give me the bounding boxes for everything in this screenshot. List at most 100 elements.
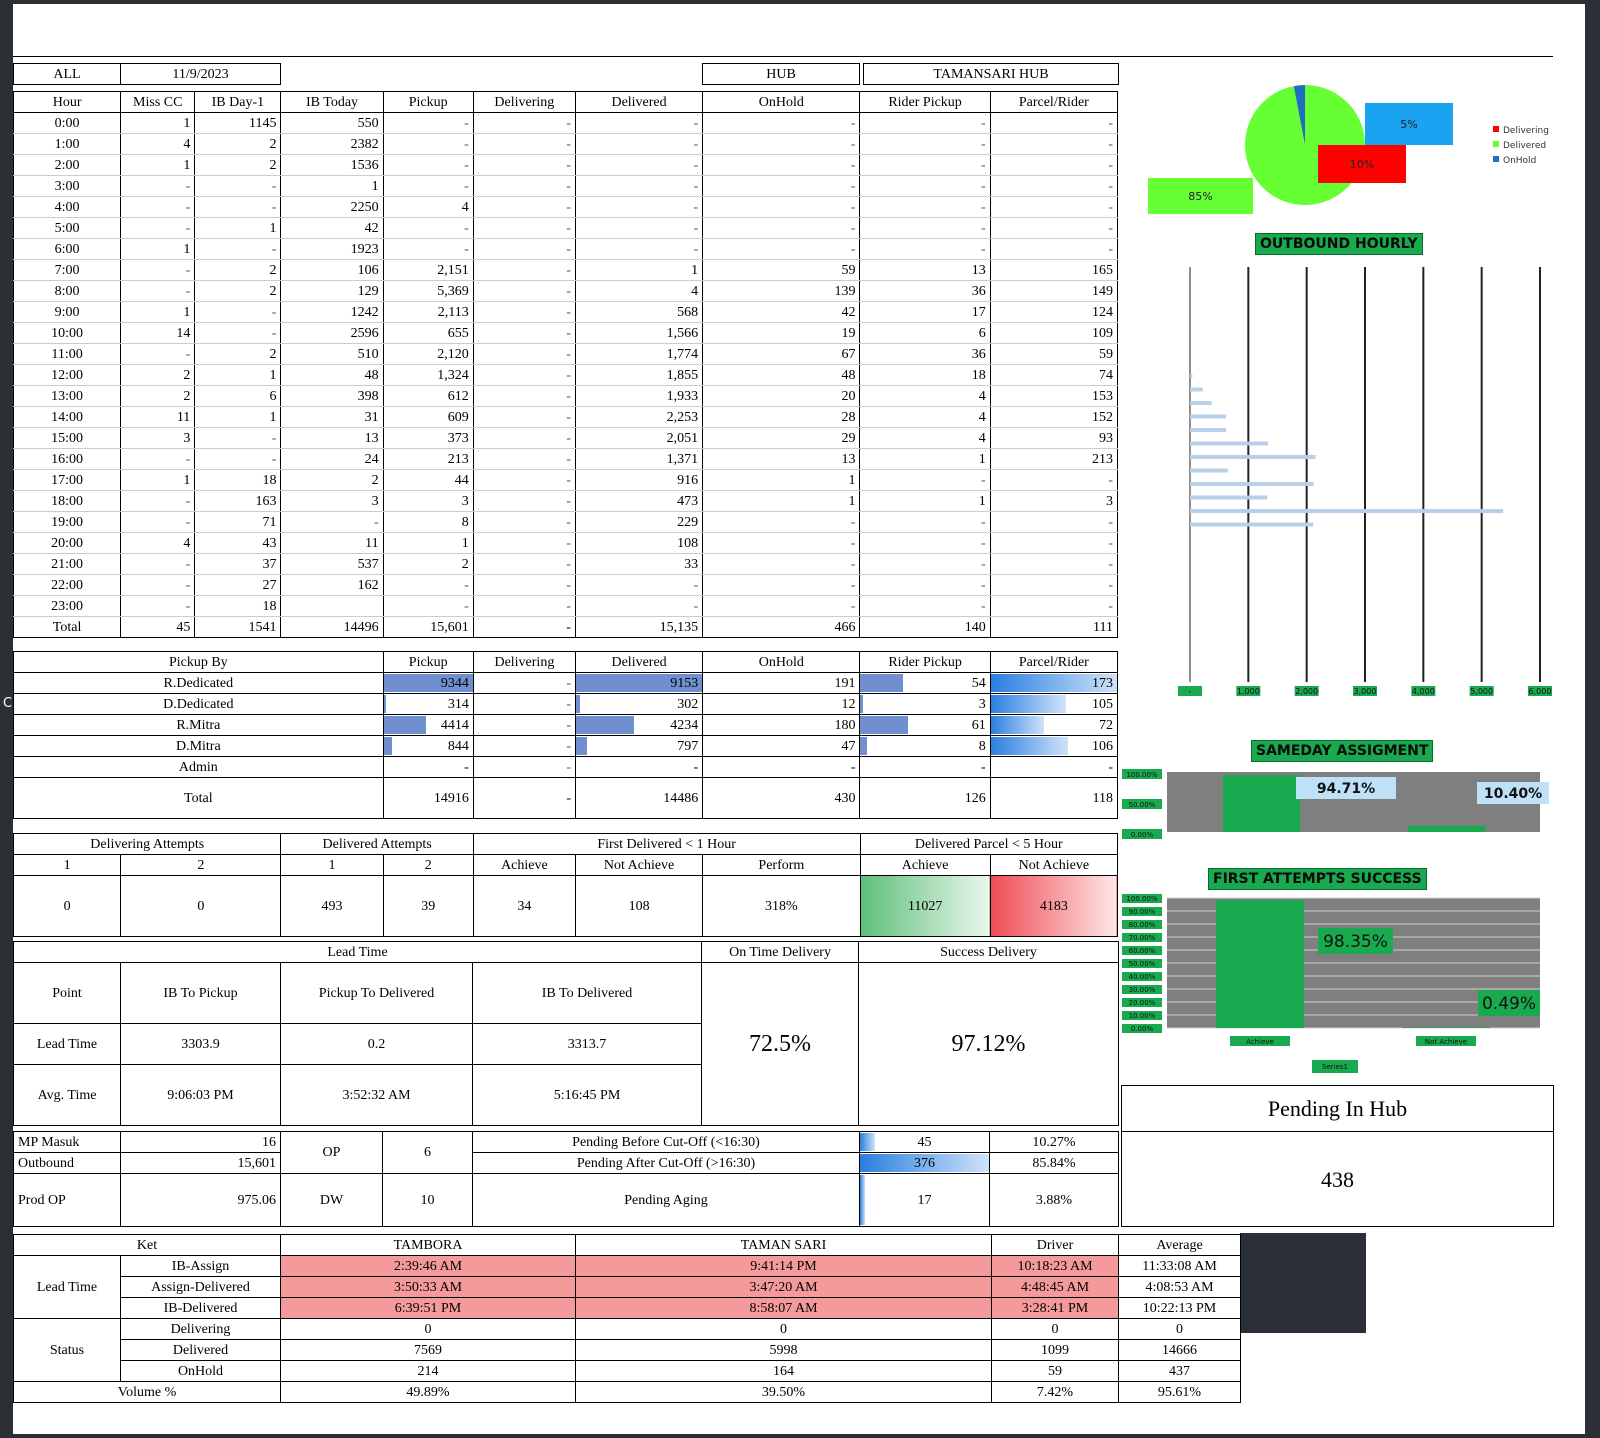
- data-bar: [384, 716, 426, 734]
- time-cell: 10:18:23 AM: [991, 1255, 1119, 1277]
- value-cell: [280, 595, 384, 617]
- y-tick-label: 30.00%: [1129, 986, 1156, 994]
- value-cell: -: [859, 532, 991, 554]
- pending-after-pct: 85.84%: [989, 1152, 1119, 1174]
- status-cell: 1099: [991, 1339, 1119, 1361]
- x-tick-label: Achieve: [1246, 1038, 1274, 1046]
- attempts-value: 0: [12, 875, 122, 937]
- value-cell: -: [120, 595, 196, 617]
- attempts-sub: 2: [382, 854, 474, 876]
- delivered-5h-header: Delivered Parcel < 5 Hour: [859, 833, 1118, 855]
- value-cell: -: [472, 322, 576, 344]
- time-cell: 3:47:20 AM: [575, 1276, 992, 1298]
- column-header: Parcel/Rider: [989, 91, 1119, 113]
- legend-label: Series1: [1322, 1063, 1348, 1071]
- total-cell: 15,135: [574, 616, 704, 638]
- legend-swatch: [1493, 126, 1499, 132]
- pickup-by-table: Pickup By Pickup Delivering Delivered OnHold…: [13, 651, 1119, 819]
- total-cell: 140: [859, 616, 991, 638]
- value-cell: -: [989, 112, 1119, 134]
- value-cell: -: [472, 301, 576, 323]
- value-cell: -: [472, 364, 576, 386]
- value-cell: 44: [382, 469, 474, 491]
- y-tick-label: 0.00%: [1131, 831, 1154, 839]
- value-cell: -: [859, 238, 991, 260]
- tick-bg: [1122, 998, 1162, 1007]
- value-cell: 1: [120, 154, 196, 176]
- outbound-bar: [1190, 387, 1203, 392]
- time-cell: 3:28:41 PM: [991, 1297, 1119, 1319]
- value-cell: -: [194, 301, 282, 323]
- header-divider: [13, 56, 1553, 57]
- table-row: 2:00 1 2 1536- - - - - -: [12, 154, 1119, 176]
- dw-label: DW: [280, 1173, 383, 1227]
- column-header: Pickup: [382, 651, 474, 673]
- value-cell: -: [120, 574, 196, 596]
- value-cell: 1,566: [574, 322, 704, 344]
- time-cell: 3:50:33 AM: [280, 1276, 576, 1298]
- status-cell: 5998: [575, 1339, 992, 1361]
- value-cell: 229: [574, 511, 704, 533]
- table-row: 16:00- -24 213-1,371 13 1 213: [12, 448, 1119, 470]
- pie-data-label: 5%: [1400, 118, 1417, 131]
- value-cell: 4: [120, 532, 196, 554]
- table-row: 13:00 2 6 398 612-1,933 20 4 153: [12, 385, 1119, 407]
- value-cell: 4: [859, 385, 991, 407]
- hour-cell: 9:00: [12, 301, 122, 323]
- value-cell: 20: [702, 385, 861, 407]
- x-tick-label: 2,000: [1295, 687, 1318, 696]
- date-filter[interactable]: 11/9/2023: [120, 63, 281, 85]
- value-cell: -: [472, 259, 576, 281]
- value-cell: -: [472, 343, 576, 365]
- filter-all[interactable]: ALL: [13, 63, 121, 85]
- bar-cell: 9153: [574, 672, 704, 694]
- achieve-5h-value: 11027: [859, 875, 991, 937]
- outbound-bar: [1190, 441, 1269, 446]
- prod-op-label: Prod OP: [13, 1173, 121, 1227]
- column-header: Delivering: [472, 91, 576, 113]
- row-label: IB-Delivered: [120, 1297, 281, 1319]
- status-row: Status Delivering 0 0 0 0: [13, 1318, 1241, 1382]
- first-attempt-bar: [1402, 1027, 1490, 1028]
- table-row: 15:00 3-13 373-2,051 29 4 93: [12, 427, 1119, 449]
- first-attempt-bar: [1216, 900, 1304, 1028]
- value-cell: -: [859, 133, 991, 155]
- pie-slice: [1293, 85, 1305, 145]
- value-cell: 1: [859, 448, 991, 470]
- total-cell: -: [472, 777, 576, 819]
- value-cell: 2382: [280, 133, 384, 155]
- time-cell: 2:39:46 AM: [280, 1255, 576, 1277]
- total-cell: 466: [702, 616, 861, 638]
- outbound-bar: [1190, 509, 1504, 513]
- hub-name[interactable]: TAMANSARI HUB: [863, 63, 1119, 85]
- value-cell: 42: [702, 301, 861, 323]
- value-cell: 19: [702, 322, 861, 344]
- pending-before-cell: 45: [859, 1131, 990, 1153]
- hour-cell: 6:00: [12, 238, 122, 260]
- hourly-table: Hour Miss CC IB Day-1 IB Today Pickup Deliver…: [12, 91, 1119, 638]
- table-row: 20:00 4 43 11 1-108- - -: [12, 532, 1119, 554]
- value-cell: 11: [280, 532, 384, 554]
- delivered-attempts-header: Delivered Attempts: [280, 833, 474, 855]
- not-achieve-5h-value: 4183: [989, 875, 1119, 937]
- y-tick-label: 90.00%: [1129, 908, 1156, 916]
- volume-cell: 49.89%: [280, 1381, 576, 1403]
- volume-cell: 39.50%: [575, 1381, 992, 1403]
- lead-time-label: Lead Time: [13, 1023, 121, 1065]
- lead-value: 3303.9: [120, 1023, 281, 1065]
- bar-value: 844: [447, 738, 469, 754]
- column-header: Pickup: [382, 91, 474, 113]
- status-cell: 0: [991, 1318, 1119, 1340]
- value-cell: -: [859, 175, 991, 197]
- value-cell: 1: [120, 469, 196, 491]
- bar-cell: 9344: [382, 672, 474, 694]
- y-tick-label: 10.00%: [1129, 1012, 1156, 1020]
- tick-bg: [1416, 1036, 1476, 1046]
- hour-cell: 18:00: [12, 490, 122, 512]
- value-cell: 153: [989, 385, 1119, 407]
- value-cell: -: [702, 511, 861, 533]
- onhold-cell: 180: [702, 714, 861, 736]
- value-cell: -: [702, 112, 861, 134]
- value-cell: 1: [702, 469, 861, 491]
- value-cell: 2,120: [382, 343, 474, 365]
